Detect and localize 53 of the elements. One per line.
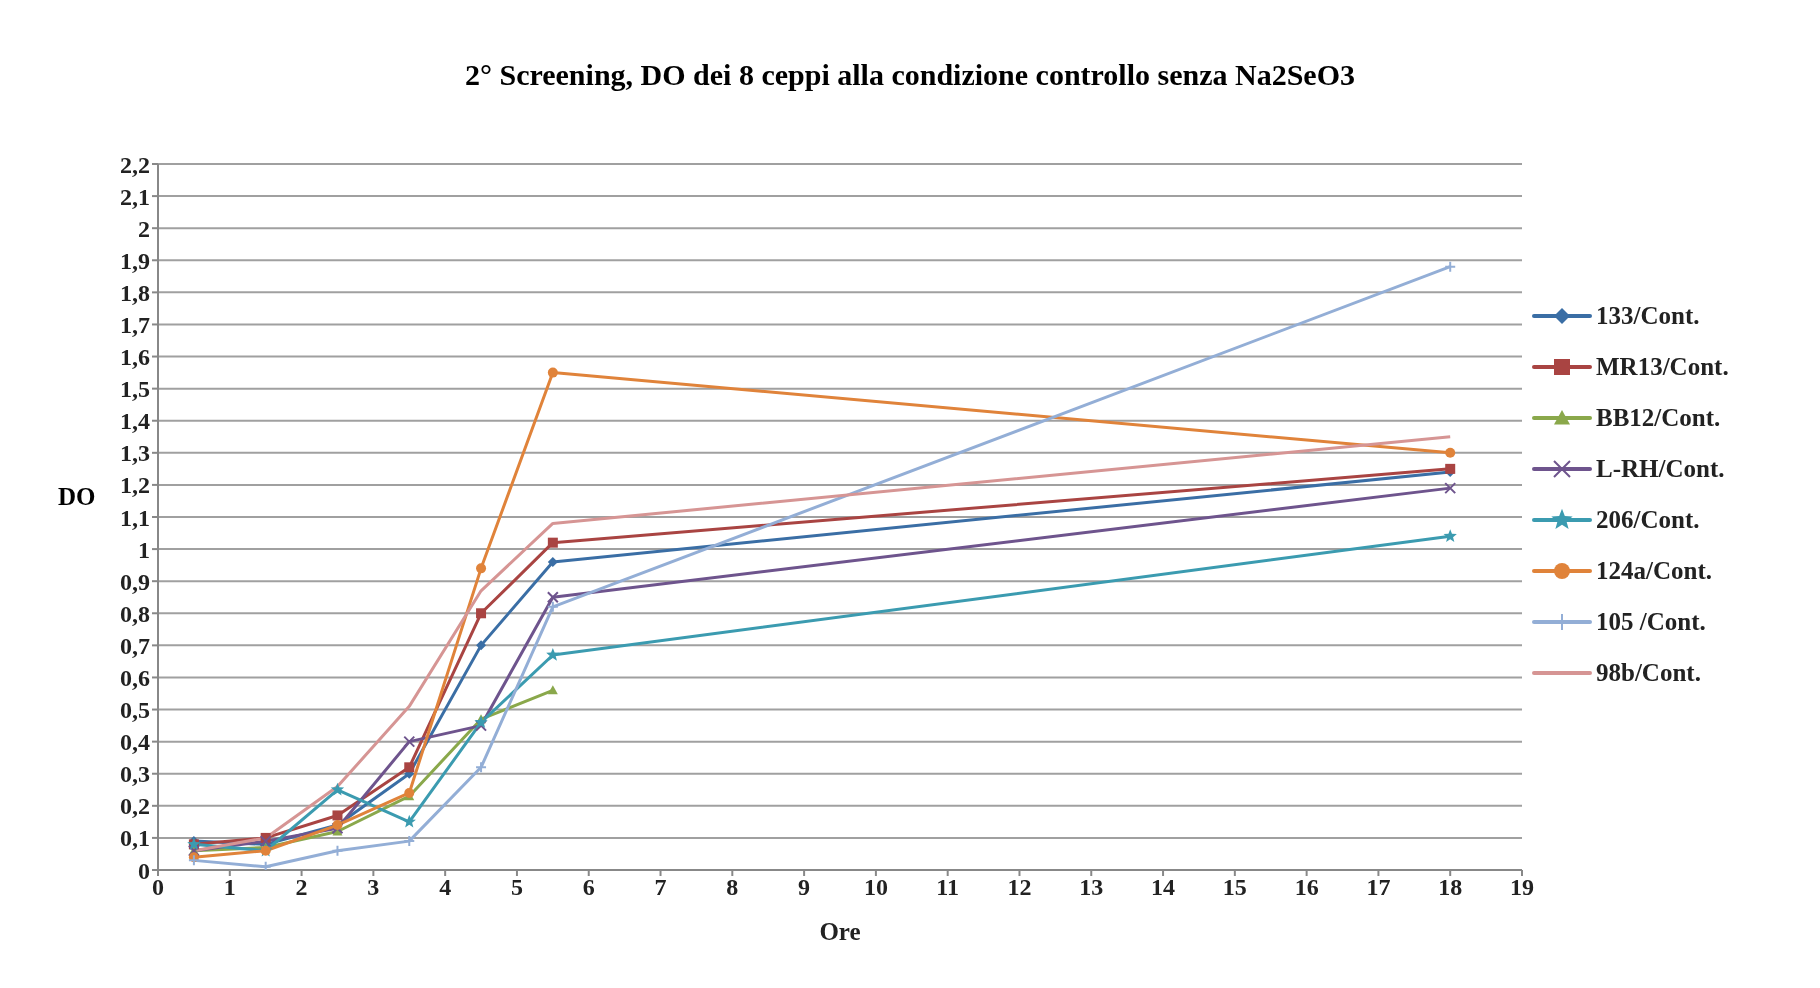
- y-tick-label: 0,2: [120, 793, 150, 820]
- legend-label: BB12/Cont.: [1596, 403, 1721, 432]
- y-tick-label: 1,5: [120, 376, 150, 403]
- x-tick-label: 9: [798, 874, 811, 901]
- y-tick-label: 1,7: [120, 311, 150, 338]
- y-tick-label: 1,9: [120, 247, 150, 274]
- y-tick-label: 1,2: [120, 472, 150, 499]
- x-tick-label: 2: [295, 874, 308, 901]
- legend-label: 133/Cont.: [1596, 301, 1700, 330]
- x-tick-label: 18: [1438, 874, 1463, 901]
- y-tick-label: 2,1: [120, 183, 150, 210]
- y-tick-label: 0,1: [120, 825, 150, 852]
- x-tick-label: 16: [1294, 874, 1319, 901]
- x-axis-title: Ore: [819, 918, 861, 945]
- x-tick-label: 3: [367, 874, 380, 901]
- x-tick-label: 6: [582, 874, 595, 901]
- legend-label: MR13/Cont.: [1596, 352, 1729, 381]
- y-tick-label: 0,7: [120, 632, 150, 659]
- y-tick-label: 1,6: [120, 344, 150, 371]
- y-tick-label: 0,8: [120, 600, 150, 627]
- y-tick-label: 0: [138, 857, 150, 884]
- legend-label: L-RH/Cont.: [1596, 454, 1725, 483]
- y-tick-label: 1,8: [120, 279, 150, 306]
- x-tick-label: 13: [1079, 874, 1104, 901]
- legend-label: 105 /Cont.: [1596, 607, 1706, 636]
- legend-label: 124a/Cont.: [1596, 556, 1712, 585]
- y-tick-label: 1,4: [120, 408, 150, 435]
- y-tick-label: 1,1: [120, 504, 150, 531]
- x-tick-label: 4: [439, 874, 452, 901]
- chart-title: 2° Screening, DO dei 8 ceppi alla condizione controllo senza Na2SeO3: [463, 58, 1356, 92]
- x-tick-label: 19: [1510, 874, 1534, 901]
- y-tick-label: 0,9: [120, 568, 150, 595]
- y-tick-label: 2: [138, 215, 150, 242]
- x-tick-label: 10: [863, 874, 888, 901]
- y-tick-label: 1: [138, 536, 150, 563]
- y-tick-label: 0,5: [120, 697, 150, 724]
- legend-label: 206/Cont.: [1596, 505, 1700, 534]
- y-tick-label: 2,2: [120, 151, 150, 178]
- y-axis-title: DO: [58, 483, 96, 511]
- y-tick-label: 1,3: [120, 440, 150, 467]
- y-tick-label: 0,6: [120, 664, 150, 691]
- x-tick-label: 14: [1151, 874, 1176, 901]
- x-tick-label: 12: [1007, 874, 1032, 901]
- y-tick-label: 0,4: [120, 729, 150, 756]
- x-tick-label: 7: [654, 874, 667, 901]
- x-tick-label: 17: [1366, 874, 1391, 901]
- y-tick-label: 0,3: [120, 761, 150, 788]
- x-tick-label: 15: [1222, 874, 1247, 901]
- legend-label: 98b/Cont.: [1596, 658, 1701, 687]
- x-tick-label: 1: [223, 874, 236, 901]
- x-tick-label: 8: [726, 874, 739, 901]
- x-tick-label: 5: [510, 874, 523, 901]
- x-tick-label: 11: [936, 874, 960, 901]
